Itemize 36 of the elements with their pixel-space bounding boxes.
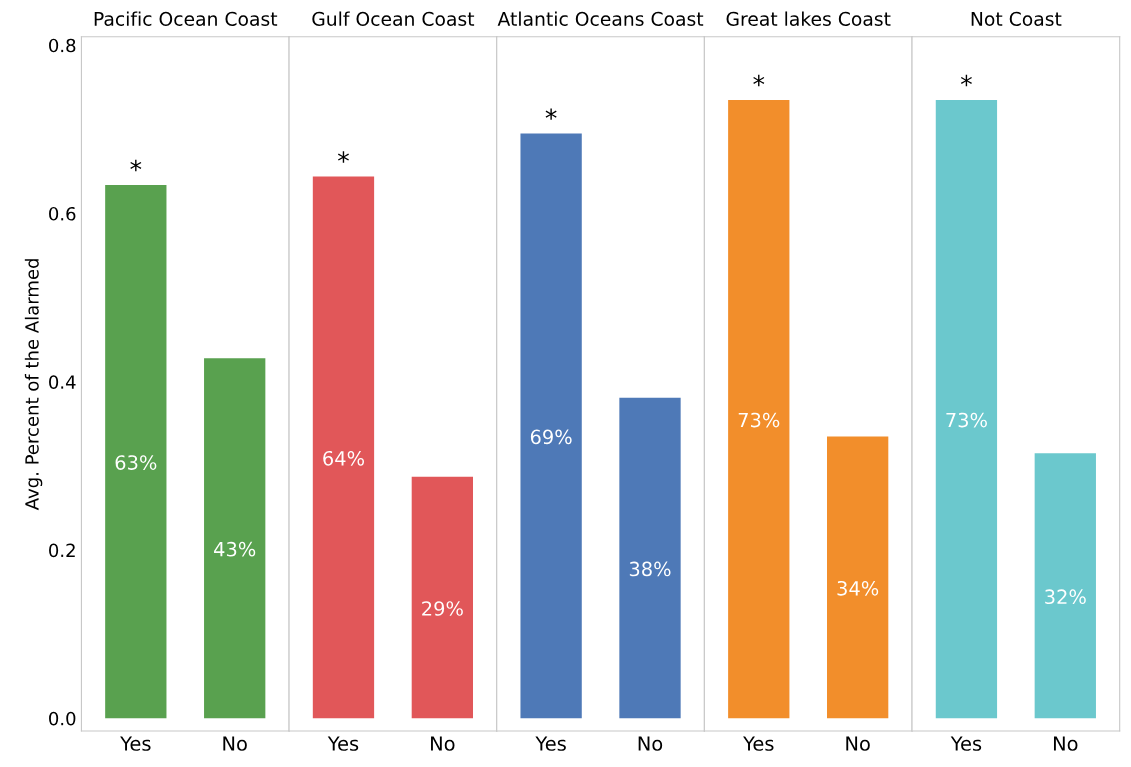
y-tick-label: 0.0 xyxy=(49,711,76,726)
data-label: 34% xyxy=(837,580,879,596)
data-label: 29% xyxy=(422,601,463,616)
x-tick-label: Yes xyxy=(535,736,566,751)
annotation: * xyxy=(753,74,765,87)
x-tick-label: Yes xyxy=(743,736,774,751)
y-tick-label: 0.6 xyxy=(49,206,76,221)
annotation: * xyxy=(130,159,142,172)
x-tick-label: No xyxy=(431,736,455,751)
data-label: 32% xyxy=(1045,589,1086,605)
y-axis-title: Avg. Percent of the Alarmed xyxy=(24,259,43,511)
data-label: 73% xyxy=(946,412,987,428)
data-label: 64% xyxy=(323,450,364,466)
chart-title: Gulf Ocean Coast xyxy=(312,11,475,26)
y-tick-label: 0.2 xyxy=(49,543,75,558)
x-tick-label: No xyxy=(223,736,247,751)
x-tick-label: Yes xyxy=(120,736,151,751)
annotation: * xyxy=(337,151,349,163)
x-tick-label: No xyxy=(638,736,663,751)
chart-title: Not Coast xyxy=(971,11,1062,26)
data-label: 69% xyxy=(530,429,572,445)
chart-title: Atlantic Oceans Coast xyxy=(497,11,704,26)
chart-title: Great lakes Coast xyxy=(726,11,891,26)
y-tick-label: 0.4 xyxy=(49,375,76,389)
annotation: * xyxy=(960,74,972,87)
x-tick-label: No xyxy=(846,736,870,751)
x-tick-label: No xyxy=(1053,736,1078,751)
x-tick-label: Yes xyxy=(327,736,359,751)
chart-title: Pacific Ocean Coast xyxy=(94,11,278,26)
data-label: 43% xyxy=(214,541,256,557)
data-label: 73% xyxy=(738,412,780,428)
data-label: 63% xyxy=(115,455,157,470)
y-tick-label: 0.8 xyxy=(49,38,76,53)
annotation: * xyxy=(545,108,557,120)
x-tick-label: Yes xyxy=(950,736,982,751)
data-label: 38% xyxy=(629,561,671,577)
